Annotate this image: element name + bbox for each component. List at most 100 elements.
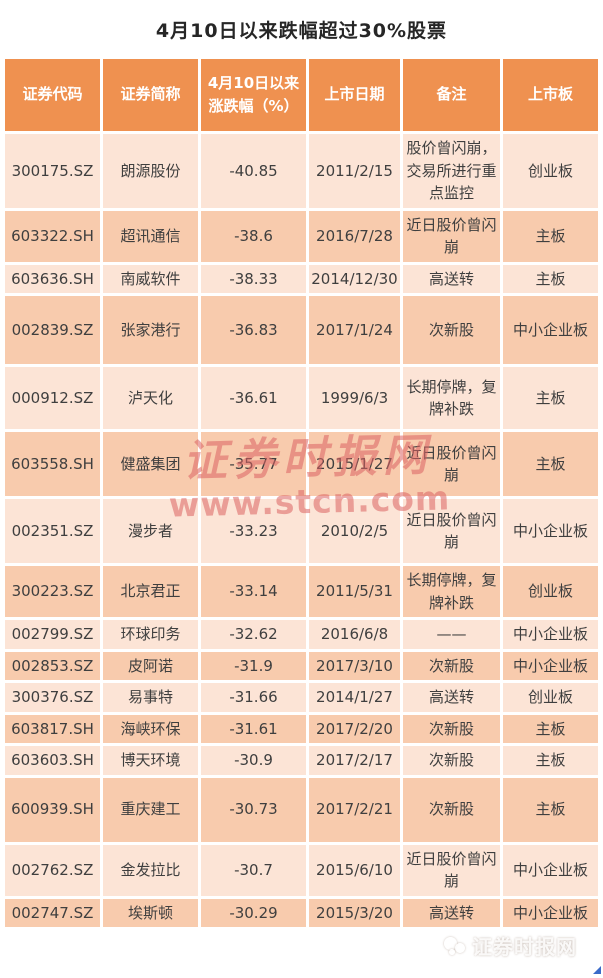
cell-note: —— <box>403 620 500 649</box>
cell-change: -30.9 <box>201 746 306 775</box>
table-row: 300376.SZ 易事特 -31.66 2014/1/27 高送转 创业板 <box>5 683 598 712</box>
table-row: 603817.SH 海峡环保 -31.61 2017/2/20 次新股 主板 <box>5 714 598 743</box>
cell-change: -31.61 <box>201 714 306 743</box>
cell-date: 2017/2/17 <box>309 746 400 775</box>
cell-code: 002799.SZ <box>5 620 100 649</box>
cell-change: -30.73 <box>201 777 306 842</box>
cell-board: 主板 <box>503 210 598 262</box>
cell-board: 中小企业板 <box>503 620 598 649</box>
cell-date: 2015/1/27 <box>309 432 400 496</box>
cell-name: 健盛集团 <box>103 432 198 496</box>
cell-note: 近日股价曾闪崩 <box>403 499 500 563</box>
cell-name: 金发拉比 <box>103 844 198 896</box>
cell-note: 次新股 <box>403 651 500 680</box>
cell-change: -33.23 <box>201 499 306 563</box>
cell-name: 易事特 <box>103 683 198 712</box>
table-row: 002351.SZ 漫步者 -33.23 2010/2/5 近日股价曾闪崩 中小… <box>5 499 598 563</box>
cell-date: 2014/12/30 <box>309 264 400 293</box>
cell-name: 博天环境 <box>103 746 198 775</box>
cell-change: -36.83 <box>201 296 306 364</box>
cell-board: 创业板 <box>503 134 598 208</box>
cell-date: 1999/6/3 <box>309 367 400 429</box>
cell-change: -31.66 <box>201 683 306 712</box>
table-header: 证券代码 证券简称 4月10日以来涨跌幅（%） 上市日期 备注 上市板 <box>5 59 598 131</box>
cell-date: 2017/3/10 <box>309 651 400 680</box>
cell-code: 002839.SZ <box>5 296 100 364</box>
cell-code: 603636.SH <box>5 264 100 293</box>
table-row: 600939.SH 重庆建工 -30.73 2017/2/21 次新股 主板 <box>5 777 598 842</box>
column-header-code: 证券代码 <box>5 59 100 131</box>
cell-board: 创业板 <box>503 566 598 617</box>
stcn-logo-icon <box>443 935 469 957</box>
cell-change: -31.9 <box>201 651 306 680</box>
cell-change: -32.62 <box>201 620 306 649</box>
cell-note: 高送转 <box>403 264 500 293</box>
cell-note: 近日股价曾闪崩 <box>403 432 500 496</box>
cell-name: 漫步者 <box>103 499 198 563</box>
cell-board: 主板 <box>503 432 598 496</box>
cell-name: 朗源股份 <box>103 134 198 208</box>
cell-date: 2014/1/27 <box>309 683 400 712</box>
corner-arrow-icon <box>593 966 601 974</box>
cell-code: 002853.SZ <box>5 651 100 680</box>
stocks-table: 证券代码 证券简称 4月10日以来涨跌幅（%） 上市日期 备注 上市板 3001… <box>2 56 601 930</box>
cell-name: 重庆建工 <box>103 777 198 842</box>
table-row: 002839.SZ 张家港行 -36.83 2017/1/24 次新股 中小企业… <box>5 296 598 364</box>
cell-code: 600939.SH <box>5 777 100 842</box>
cell-code: 603603.SH <box>5 746 100 775</box>
cell-code: 300223.SZ <box>5 566 100 617</box>
table-row: 002799.SZ 环球印务 -32.62 2016/6/8 —— 中小企业板 <box>5 620 598 649</box>
cell-name: 北京君正 <box>103 566 198 617</box>
cell-code: 300175.SZ <box>5 134 100 208</box>
cell-change: -40.85 <box>201 134 306 208</box>
cell-date: 2011/2/15 <box>309 134 400 208</box>
column-header-date: 上市日期 <box>309 59 400 131</box>
cell-change: -35.77 <box>201 432 306 496</box>
cell-code: 300376.SZ <box>5 683 100 712</box>
cell-note: 长期停牌，复牌补跌 <box>403 566 500 617</box>
cell-board: 主板 <box>503 264 598 293</box>
table-row: 603322.SH 超讯通信 -38.6 2016/7/28 近日股价曾闪崩 主… <box>5 210 598 262</box>
cell-date: 2017/2/20 <box>309 714 400 743</box>
cell-board: 中小企业板 <box>503 499 598 563</box>
cell-change: -30.7 <box>201 844 306 896</box>
cell-date: 2010/2/5 <box>309 499 400 563</box>
table-row: 603636.SH 南威软件 -38.33 2014/12/30 高送转 主板 <box>5 264 598 293</box>
cell-date: 2016/7/28 <box>309 210 400 262</box>
cell-code: 603817.SH <box>5 714 100 743</box>
cell-note: 次新股 <box>403 714 500 743</box>
cell-name: 泸天化 <box>103 367 198 429</box>
cell-date: 2017/2/21 <box>309 777 400 842</box>
table-row: 002853.SZ 皮阿诺 -31.9 2017/3/10 次新股 中小企业板 <box>5 651 598 680</box>
cell-change: -30.29 <box>201 898 306 927</box>
page-title: 4月10日以来跌幅超过30%股票 <box>155 20 448 42</box>
cell-board: 创业板 <box>503 683 598 712</box>
cell-name: 超讯通信 <box>103 210 198 262</box>
cell-date: 2011/5/31 <box>309 566 400 617</box>
column-header-board: 上市板 <box>503 59 598 131</box>
cell-board: 中小企业板 <box>503 844 598 896</box>
column-header-note: 备注 <box>403 59 500 131</box>
cell-date: 2015/3/20 <box>309 898 400 927</box>
table-body: 300175.SZ 朗源股份 -40.85 2011/2/15 股价曾闪崩，交易… <box>5 134 598 927</box>
site-watermark-corner: 证券时报网 <box>443 931 577 960</box>
cell-note: 次新股 <box>403 746 500 775</box>
cell-board: 主板 <box>503 777 598 842</box>
cell-date: 2015/6/10 <box>309 844 400 896</box>
header-row: 证券代码 证券简称 4月10日以来涨跌幅（%） 上市日期 备注 上市板 <box>5 59 598 131</box>
cell-note: 次新股 <box>403 777 500 842</box>
table-row: 300223.SZ 北京君正 -33.14 2011/5/31 长期停牌，复牌补… <box>5 566 598 617</box>
cell-name: 皮阿诺 <box>103 651 198 680</box>
cell-name: 埃斯顿 <box>103 898 198 927</box>
cell-code: 002747.SZ <box>5 898 100 927</box>
table-row: 000912.SZ 泸天化 -36.61 1999/6/3 长期停牌，复牌补跌 … <box>5 367 598 429</box>
column-header-name: 证券简称 <box>103 59 198 131</box>
cell-board: 中小企业板 <box>503 898 598 927</box>
cell-note: 股价曾闪崩，交易所进行重点监控 <box>403 134 500 208</box>
cell-change: -36.61 <box>201 367 306 429</box>
cell-board: 中小企业板 <box>503 296 598 364</box>
cell-change: -38.6 <box>201 210 306 262</box>
cell-note: 近日股价曾闪崩 <box>403 210 500 262</box>
table-row: 603558.SH 健盛集团 -35.77 2015/1/27 近日股价曾闪崩 … <box>5 432 598 496</box>
cell-note: 近日股价曾闪崩 <box>403 844 500 896</box>
